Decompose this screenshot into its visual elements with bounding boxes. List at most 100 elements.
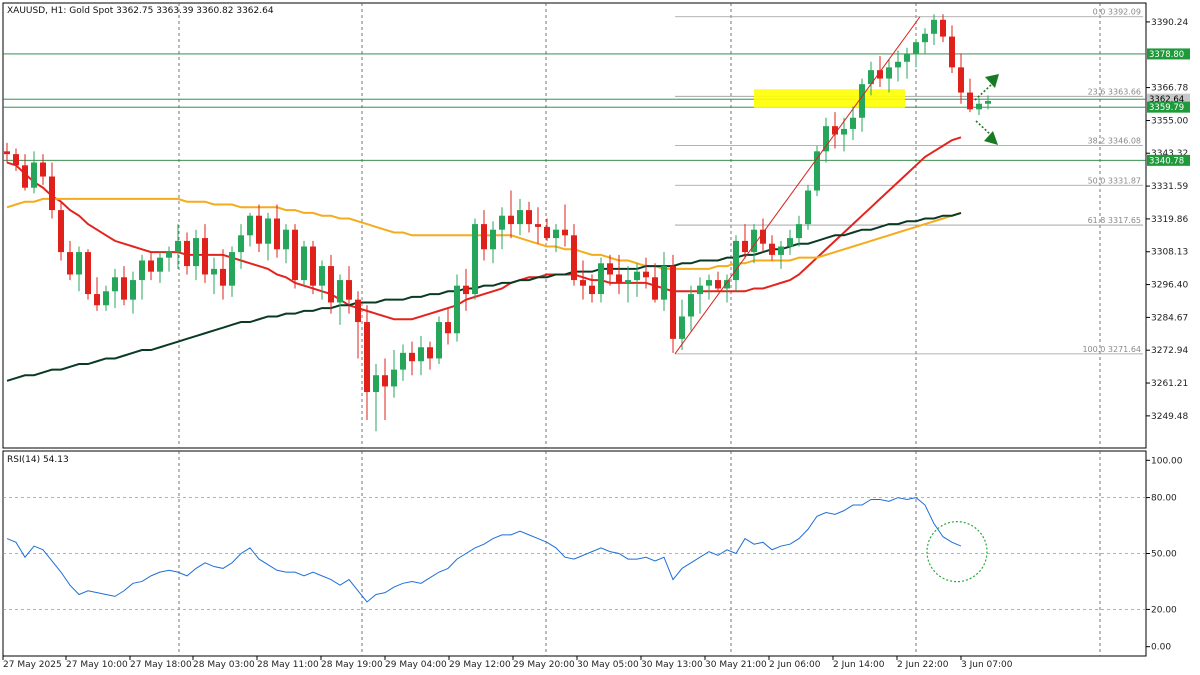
candle-bull (733, 240, 739, 281)
price-tick-label: 3308.13 (1151, 248, 1188, 258)
candle-bear (949, 36, 955, 68)
candle-bear (292, 229, 298, 281)
main-panel[interactable] (2, 2, 1147, 449)
time-tick-label: 30 May 05:00 (577, 660, 639, 670)
candle-bull (76, 252, 82, 275)
fib-label: 38.2 3346.08 (1088, 137, 1141, 146)
candle-bear (958, 67, 964, 93)
candle-bear (202, 238, 208, 275)
candle-bear (967, 92, 973, 110)
candle-bear (256, 215, 262, 244)
candle-bear (58, 210, 64, 253)
fib-label: 50.0 3331.87 (1088, 176, 1141, 185)
candle-bull (31, 162, 37, 188)
time-tick-label: 29 May 20:00 (513, 660, 575, 670)
grid-lines (3, 3, 1146, 656)
moving-average-slow (6, 211, 962, 382)
candle-bull (517, 210, 523, 225)
candle-bear (427, 347, 433, 359)
candle-bull (337, 280, 343, 303)
time-tick-label: 2 Jun 06:00 (769, 660, 821, 670)
rsi-tick-label: 20.00 (1151, 605, 1177, 615)
candle-bull (661, 266, 667, 300)
candle-bear (274, 218, 280, 250)
candle-bear (769, 243, 775, 255)
price-badge-box (1147, 93, 1190, 105)
trend-line (674, 16, 921, 355)
candle-bull (175, 240, 181, 253)
fibonacci-levels: 0.0 3392.09 23.6 3363.66 38.2 3346.08 50.0 … (675, 8, 1143, 355)
candle-bull (472, 224, 478, 295)
candle-bull (319, 266, 325, 286)
time-tick-label: 2 Jun 14:00 (833, 660, 885, 670)
time-tick-label: 3 Jun 07:00 (961, 660, 1013, 670)
candle-bull (706, 280, 712, 286)
candle-bear (382, 375, 388, 387)
candle-bear (346, 280, 352, 300)
candle-bear (184, 240, 190, 267)
rsi-tick-label: 50.00 (1151, 550, 1177, 560)
candle-bear (409, 352, 415, 362)
candle-bear (544, 226, 550, 239)
candle-bull (598, 263, 604, 295)
price-tick-label: 3355.00 (1151, 117, 1188, 127)
candle-bear (616, 274, 622, 283)
rsi-tick-label: 80.00 (1151, 494, 1177, 504)
price-axis: 3390.24 3366.78 3355.00 3343.32 3331.59 3319.… (1146, 18, 1188, 422)
candle-bear (832, 126, 838, 135)
time-tick-label: 2 Jun 22:00 (897, 660, 949, 670)
candle-bull (859, 84, 865, 118)
candle-bear (508, 215, 514, 225)
candle-bull (400, 352, 406, 370)
candle-bear (148, 260, 154, 272)
candle-bull (976, 103, 982, 110)
candle-bull (490, 229, 496, 250)
price-tick-label: 3319.86 (1151, 215, 1188, 225)
candle-bull (211, 268, 217, 275)
arrow-up-head (985, 74, 999, 88)
candle-bull (103, 291, 109, 306)
candle-bear (310, 246, 316, 286)
candle-bear (589, 285, 595, 295)
candle-bear (760, 229, 766, 244)
candle-bear (670, 266, 676, 339)
candle-bear (364, 322, 370, 393)
candle-bear (94, 294, 100, 306)
candle-bear (562, 229, 568, 236)
price-tick-label: 3249.48 (1151, 412, 1188, 422)
candle-bear (355, 299, 361, 323)
candle-bull (823, 126, 829, 152)
candle-bull (922, 33, 928, 43)
candle-bull (625, 280, 631, 283)
time-tick-label: 29 May 04:00 (385, 660, 447, 670)
candle-bull (985, 100, 991, 104)
candle-bull (265, 218, 271, 244)
time-tick-label: 27 May 18:00 (130, 660, 192, 670)
candle-bear (13, 154, 19, 166)
candle-bear (526, 210, 532, 225)
candle-bear (121, 277, 127, 300)
arrow-down-head (984, 131, 998, 145)
rsi-title: RSI(14) 54.13 (7, 455, 69, 465)
candle-bull (373, 375, 379, 393)
candle-bull (193, 238, 199, 267)
price-badge-label: 3362.64 (1149, 95, 1184, 105)
candle-bull (436, 322, 442, 359)
candle-bear (715, 280, 721, 289)
candle-bear (445, 322, 451, 334)
candle-bear (940, 19, 946, 37)
fib-label: 100.0 3271.64 (1082, 345, 1141, 354)
price-tick-label: 3296.40 (1151, 281, 1188, 291)
candle-bear (49, 176, 55, 211)
candle-bear (571, 235, 577, 281)
candle-bear (328, 266, 334, 303)
candle-bear (643, 271, 649, 278)
time-tick-label: 27 May 2025 (3, 660, 62, 670)
candle-bear (580, 280, 586, 286)
candle-bull (247, 215, 253, 236)
candle-bull (139, 260, 145, 281)
candle-bull (229, 252, 235, 286)
price-tick-label: 3331.59 (1151, 182, 1188, 192)
